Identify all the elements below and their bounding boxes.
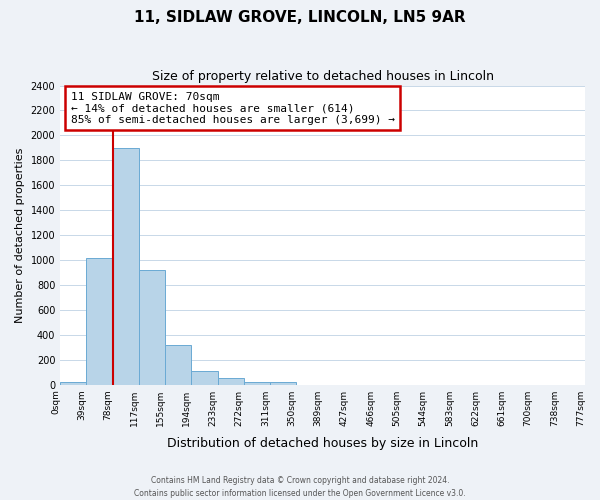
Bar <box>270 382 296 384</box>
Text: Contains HM Land Registry data © Crown copyright and database right 2024.
Contai: Contains HM Land Registry data © Crown c… <box>134 476 466 498</box>
Text: 11 SIDLAW GROVE: 70sqm
← 14% of detached houses are smaller (614)
85% of semi-de: 11 SIDLAW GROVE: 70sqm ← 14% of detached… <box>71 92 395 124</box>
Bar <box>113 148 139 384</box>
Y-axis label: Number of detached properties: Number of detached properties <box>15 148 25 323</box>
Bar <box>139 270 165 384</box>
Bar <box>244 382 270 384</box>
Bar <box>86 258 113 384</box>
Bar <box>218 378 244 384</box>
X-axis label: Distribution of detached houses by size in Lincoln: Distribution of detached houses by size … <box>167 437 478 450</box>
Title: Size of property relative to detached houses in Lincoln: Size of property relative to detached ho… <box>152 70 494 83</box>
Bar <box>165 345 191 385</box>
Bar <box>191 371 218 384</box>
Bar <box>60 382 86 384</box>
Text: 11, SIDLAW GROVE, LINCOLN, LN5 9AR: 11, SIDLAW GROVE, LINCOLN, LN5 9AR <box>134 10 466 25</box>
